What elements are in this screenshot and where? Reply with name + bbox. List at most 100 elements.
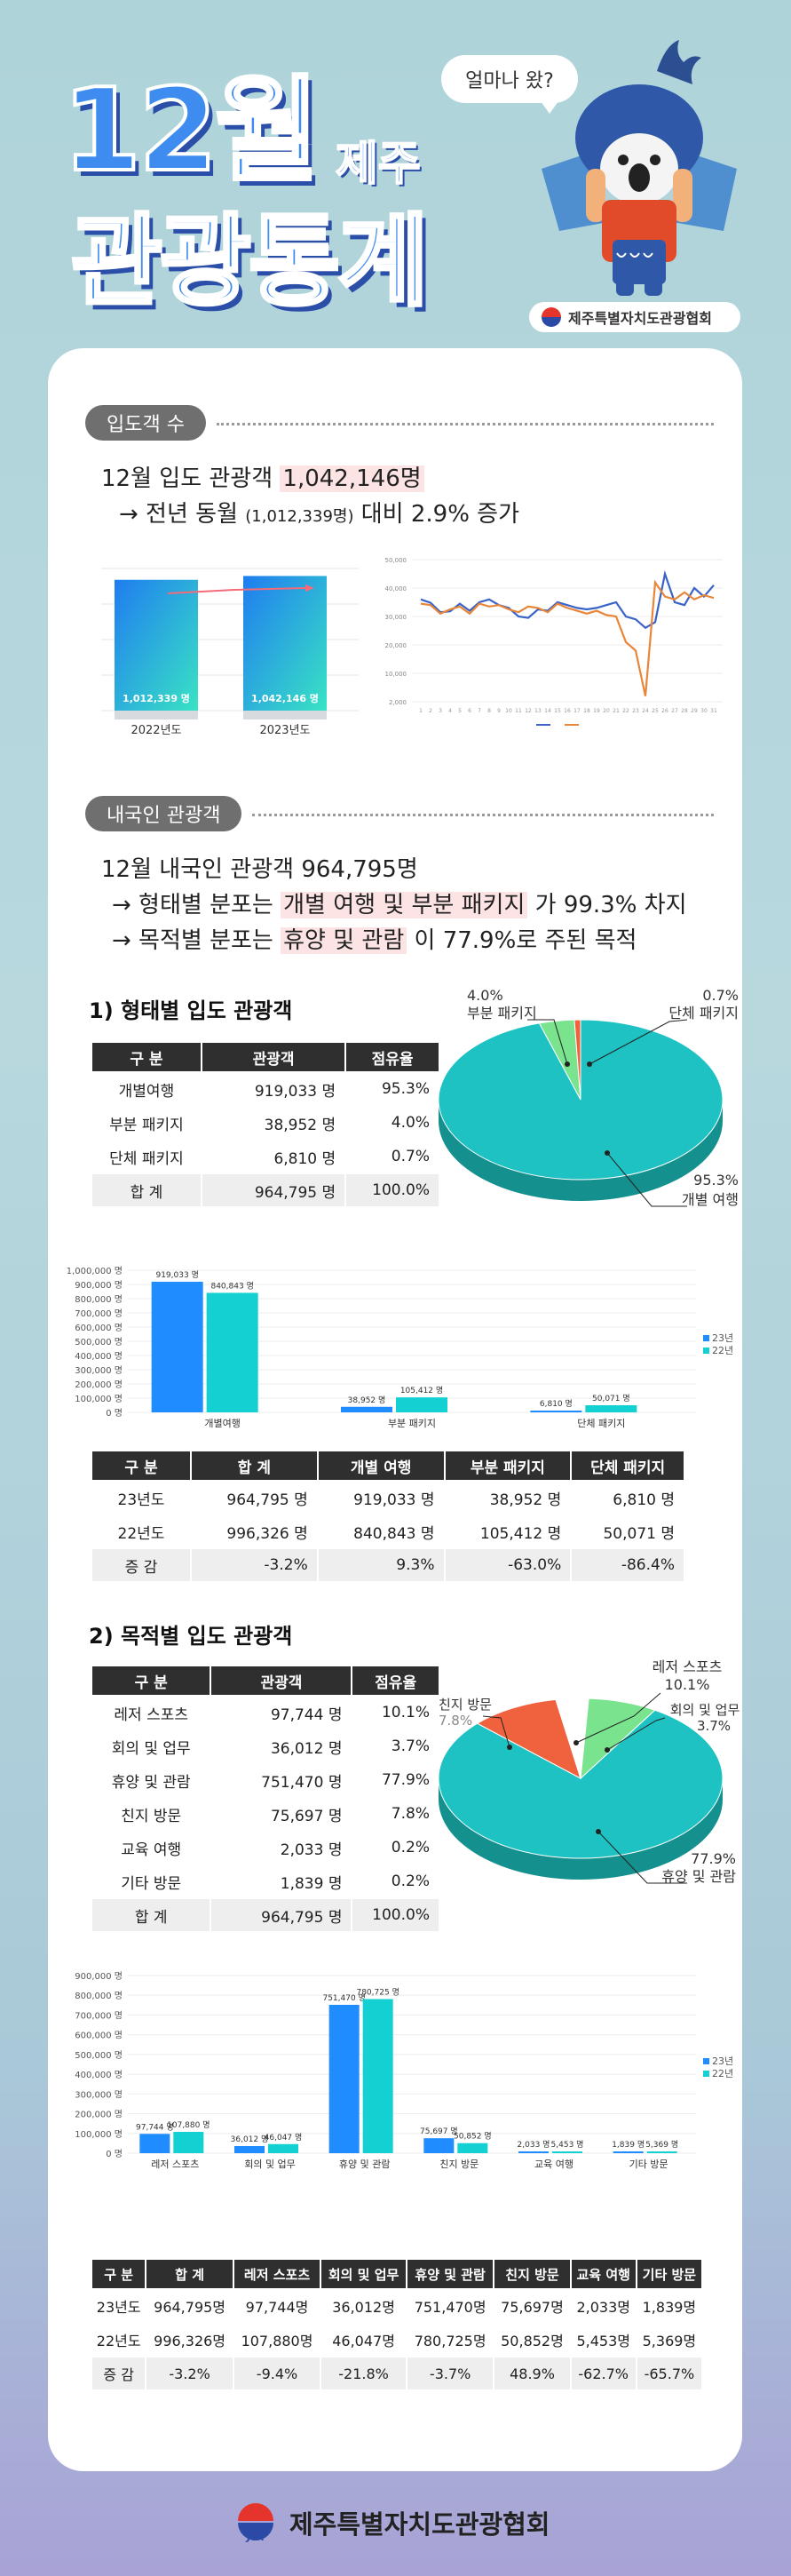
jta-logo-icon: JTA — [238, 2503, 273, 2543]
cell: 36,012명 — [332, 2299, 395, 2316]
cell: 5,369명 — [642, 2333, 697, 2349]
y-tick-label: 1,000,000 명 — [67, 1266, 123, 1276]
x-tick-label: 29 — [691, 708, 698, 714]
x-tick-label: 30 — [700, 708, 708, 714]
cell: 0.7% — [391, 1148, 430, 1165]
bar — [613, 2151, 644, 2153]
x-tick-label: 13 — [534, 708, 542, 714]
th: 구 분 — [92, 1451, 190, 1480]
x-category-label: 교육 여행 — [534, 2159, 573, 2170]
series-line — [420, 569, 715, 630]
cell: 단체 패키지 — [109, 1149, 184, 1168]
cell: 2,033 명 — [280, 1841, 343, 1859]
cell: -62.7% — [571, 2357, 636, 2389]
bar — [362, 1999, 393, 2153]
pie-slice — [476, 1698, 581, 1780]
pie-label-name: 친지 방문 — [439, 1697, 492, 1713]
bar-data-label: 1,042,146 명 — [251, 692, 319, 704]
th: 회의 및 업무 — [321, 2260, 406, 2288]
y-tick-label: 0 명 — [106, 1408, 123, 1419]
org-badge: 제주특별자치도관광협회 — [529, 302, 740, 332]
bar-base — [243, 711, 327, 720]
type-table: 구 분 관광객 점유율 개별여행 919,033 명 95.3% 부분 패키지 38,… — [91, 1041, 440, 1208]
bar — [646, 2151, 677, 2153]
th: 개별 여행 — [318, 1451, 444, 1480]
speech-bubble: 얼마나 왔? — [441, 55, 578, 114]
y-tick-label: 10,000 — [385, 671, 407, 678]
x-category-label: 개별여행 — [204, 1418, 240, 1429]
bar-data-label: 5,453 명 — [551, 2140, 584, 2150]
table-row: 친지 방문 75,697 명 7.8% — [92, 1798, 439, 1830]
bar-data-label: 75,697 명 — [420, 2127, 458, 2136]
domestic-line3: → 목적별 분포는 휴양 및 관람 이 77.9%로 주된 목적 — [112, 927, 637, 954]
cell: 996,326 명 — [226, 1524, 308, 1543]
cell: 100.0% — [352, 1899, 439, 1931]
y-tick-label: 0 명 — [106, 2149, 123, 2159]
th: 점유율 — [346, 1043, 439, 1071]
y-tick-label: 700,000 명 — [75, 2010, 123, 2021]
bar-data-label: 2,033 명 — [518, 2140, 550, 2150]
pie-slice — [573, 1019, 581, 1101]
table-row-total: 합 계 964,795 명 100.0% — [92, 1899, 439, 1931]
cell: 964,795명 — [154, 2299, 226, 2316]
y-tick-label: 800,000 명 — [75, 1294, 123, 1305]
cell: 780,725명 — [414, 2333, 486, 2349]
pie-label-pct: 7.8% — [439, 1713, 472, 1729]
y-tick-label: 30,000 — [385, 614, 407, 621]
y-tick-label: 20,000 — [385, 642, 407, 649]
yearly-compare-chart: 1,012,339 명 2022년도 1,042,146 명 2023년도 — [101, 568, 359, 737]
legend-swatch — [703, 2071, 709, 2077]
bar — [396, 1397, 447, 1412]
th: 기타 방문 — [637, 2260, 701, 2288]
cell: 97,744 명 — [270, 1705, 343, 1724]
cell: 48.9% — [494, 2357, 570, 2389]
title-region: 제주 — [335, 137, 422, 192]
y-tick-label: 300,000 명 — [75, 1365, 123, 1376]
cell: 964,795 명 — [202, 1174, 345, 1206]
cell: 105,412 명 — [479, 1524, 562, 1543]
legend-label: 22년 — [712, 1345, 733, 1356]
table-row: 증 감 -3.2% -9.4% -21.8% -3.7% 48.9% -62.7% -65.7… — [92, 2357, 701, 2389]
bar — [328, 2005, 360, 2153]
domestic-line2: → 형태별 분포는 개별 여행 및 부분 패키지 가 99.3% 차지 — [112, 892, 687, 918]
pie-slice — [580, 1697, 656, 1780]
cell: 6,810 명 — [613, 1491, 675, 1509]
divider — [217, 423, 714, 425]
pie-label-pct: 95.3% — [693, 1172, 739, 1189]
footer-mark-text: JTA — [245, 2532, 264, 2543]
cell: 5,453명 — [576, 2333, 630, 2349]
pie-label-pct: 77.9% — [691, 1850, 736, 1867]
cell: 1,839 명 — [280, 1874, 343, 1893]
th: 합 계 — [192, 1451, 317, 1480]
cell: 919,033 명 — [254, 1082, 336, 1101]
cell: 46,047명 — [332, 2333, 395, 2349]
purpose-heading: 2) 목적별 입도 관광객 — [89, 1624, 293, 1649]
x-tick-label: 8 — [487, 708, 491, 714]
cell: 7.8% — [391, 1805, 430, 1823]
cell: 964,795 명 — [211, 1899, 352, 1931]
x-tick-label: 6 — [468, 708, 471, 714]
y-tick-label: 50,000 — [385, 557, 407, 564]
cell: 107,880명 — [241, 2333, 313, 2349]
bar-data-label: 97,744 명 — [136, 2122, 174, 2132]
cell: 합 계 — [92, 1174, 201, 1206]
cell: 77.9% — [381, 1771, 430, 1789]
y-tick-label: 400,000 명 — [75, 1351, 123, 1362]
cell: 97,744명 — [245, 2299, 309, 2316]
x-tick-label: 23 — [632, 708, 639, 714]
pie-label-name: 휴양 및 관람 — [661, 1868, 736, 1885]
cell: 95.3% — [381, 1080, 430, 1098]
cell: -3.2% — [146, 2357, 233, 2389]
x-tick-label: 18 — [583, 708, 590, 714]
section-pill-domestic: 내국인 관광객 — [85, 796, 242, 831]
y-tick-label: 300,000 명 — [75, 2089, 123, 2100]
cell: 23년도 — [117, 1491, 165, 1509]
pie-label-pct: 3.7% — [697, 1718, 731, 1734]
x-tick-label: 5 — [458, 708, 462, 714]
content-card: 입도객 수 12월 입도 관광객 1,042,146명 → 전년 동월 (1,0… — [48, 348, 742, 2471]
visitors-line1: 12월 입도 관광객 1,042,146명 — [101, 460, 424, 493]
th: 친지 방문 — [494, 2260, 570, 2288]
cell: 10.1% — [381, 1704, 430, 1721]
bar-base — [115, 711, 198, 720]
bar — [518, 2151, 549, 2153]
